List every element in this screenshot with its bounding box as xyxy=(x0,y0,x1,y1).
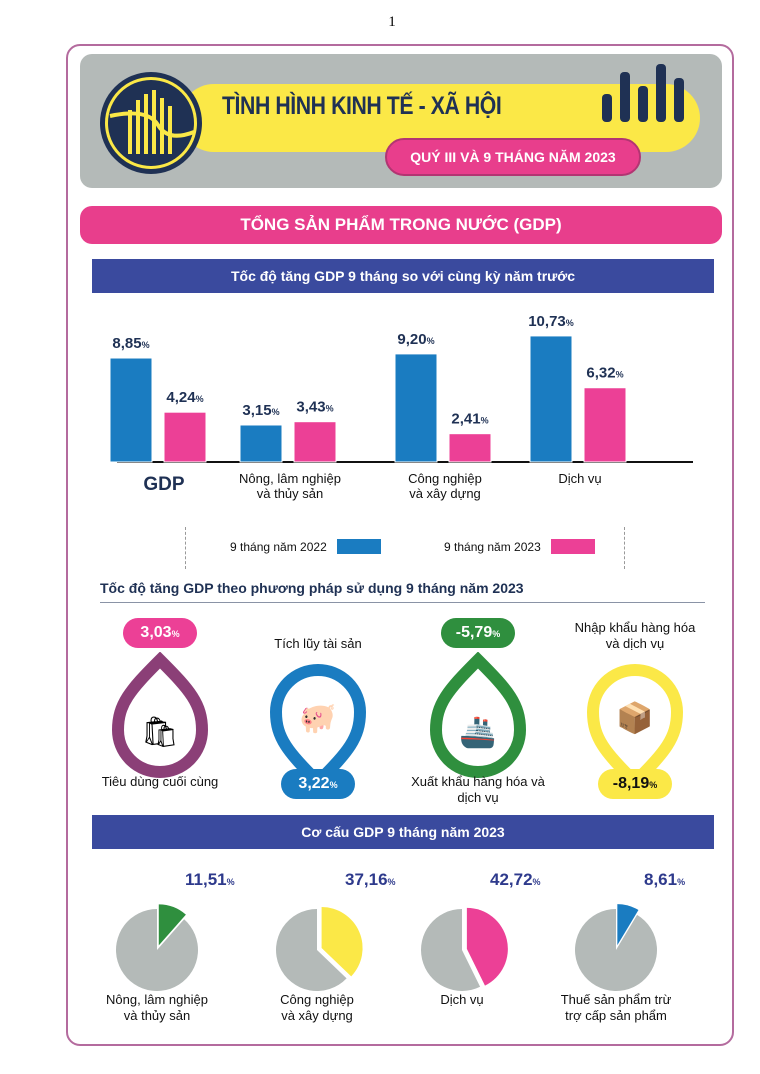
divider xyxy=(100,602,705,603)
pie-slice xyxy=(321,907,363,977)
component-label: Tích lũy tài sản xyxy=(274,636,362,651)
growth-value-pill: 3,22% xyxy=(281,769,355,799)
pie-chart xyxy=(575,904,657,991)
component-label: Nhập khẩu hàng hóa và dịch vụ xyxy=(574,620,696,651)
bar xyxy=(448,433,492,463)
bar-chart-icon xyxy=(602,64,684,122)
growth-value-pill: -8,19% xyxy=(598,769,672,799)
pie-chart xyxy=(421,907,508,991)
data-label: 9,20% xyxy=(397,331,434,348)
pie-value: 42,72% xyxy=(490,870,541,889)
pie-slice xyxy=(617,904,639,946)
page-frame xyxy=(66,44,734,1046)
pie-remainder xyxy=(575,909,657,991)
legend-item-2022: 9 tháng năm 2022 xyxy=(230,539,381,554)
data-label: 4,24% xyxy=(166,389,203,406)
bar xyxy=(583,387,627,463)
pie-value: 8,61% xyxy=(644,870,686,889)
expenditure-title: Tốc độ tăng GDP theo phương pháp sử dụng… xyxy=(100,580,524,596)
data-label: 3,15% xyxy=(242,402,279,419)
data-label: 8,85% xyxy=(112,335,149,352)
category-label: GDP xyxy=(143,474,185,495)
pie-label: Thuế sản phẩm trừ trợ cấp sản phẩm xyxy=(560,992,672,1023)
bar xyxy=(394,353,438,463)
legend-swatch xyxy=(550,539,595,554)
bar xyxy=(293,421,337,463)
data-label: 2,41% xyxy=(451,411,488,428)
gso-logo xyxy=(100,72,202,174)
pie-label: Công nghiệp và xây dựng xyxy=(280,992,354,1023)
pie-slice xyxy=(466,907,508,986)
pie-remainder xyxy=(276,909,347,991)
component-label: Xuất khẩu hàng hóa và dịch vụ xyxy=(411,774,545,805)
page-number: 1 xyxy=(388,14,396,30)
category-label: Dịch vụ xyxy=(558,471,602,486)
header-title: TÌNH HÌNH KINH TẾ - XÃ HỘI xyxy=(222,92,502,120)
pie-label: Nông, lâm nghiệp và thủy sản xyxy=(106,992,208,1023)
header-subtitle: QUÝ III VÀ 9 THÁNG NĂM 2023 xyxy=(385,138,641,176)
pie-value: 11,51% xyxy=(185,870,235,889)
cargo-ship-icon: 🚢 xyxy=(459,716,496,749)
pie-remainder xyxy=(115,909,198,991)
legend-item-2023: 9 tháng năm 2023 xyxy=(444,539,595,554)
gdp-structure-pies: 11,51% Nông, lâm nghiệp và thủy sản 37,16% C… xyxy=(90,860,710,1040)
drop-ring: 📦 xyxy=(586,664,684,790)
bar xyxy=(529,335,573,463)
pie-chart xyxy=(115,904,198,991)
drop-ring: 🐖 xyxy=(269,664,367,790)
bar-chart-title: Tốc độ tăng GDP 9 tháng so với cùng kỳ n… xyxy=(92,259,714,293)
pie-section-title: Cơ cấu GDP 9 tháng năm 2023 xyxy=(92,815,714,849)
piggy-bank-icon: 🐖 xyxy=(299,702,336,735)
chart-legend: 9 tháng năm 2022 9 tháng năm 2023 xyxy=(185,527,625,569)
shopping-bag-icon: 🛍 xyxy=(141,716,179,749)
legend-swatch xyxy=(336,539,381,554)
category-label: Nông, lâm nghiệp và thủy sản xyxy=(239,471,341,501)
bar xyxy=(239,424,283,463)
category-label: Công nghiệp và xây dựng xyxy=(408,471,482,501)
pie-chart xyxy=(276,907,363,991)
bar xyxy=(109,357,153,463)
gdp-growth-bar-chart: 8,85% 3,15% 9,20% 10,73% 4,24% 3,43% 2,41% 6,32… xyxy=(109,313,693,463)
growth-value-pill: 3,03% xyxy=(123,618,197,648)
data-label: 3,43% xyxy=(296,399,333,416)
drop-ring: 🚢 xyxy=(429,652,527,778)
scale-boxes-icon: 📦 xyxy=(616,700,653,735)
data-label: 10,73% xyxy=(528,313,574,330)
section-title: TỔNG SẢN PHẨM TRONG NƯỚC (GDP) xyxy=(80,206,722,244)
growth-value-pill: -5,79% xyxy=(441,618,515,648)
drop-ring: 🛍 xyxy=(111,652,209,778)
pie-slice xyxy=(158,904,186,946)
component-label: Tiêu dùng cuối cùng xyxy=(101,774,219,789)
bar xyxy=(163,411,207,463)
pie-label: Dịch vụ xyxy=(440,992,484,1007)
data-label: 6,32% xyxy=(586,365,623,382)
pie-remainder xyxy=(421,909,481,991)
pie-value: 37,16% xyxy=(345,870,396,889)
